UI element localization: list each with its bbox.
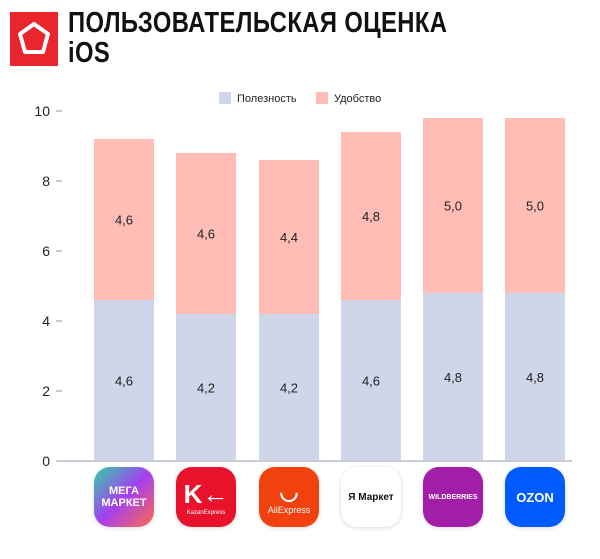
data-label: 4,2: [280, 381, 298, 396]
data-label: 4,8: [526, 370, 544, 385]
legend-swatch-polesnost: [219, 92, 231, 104]
store-logo-kazanexpress: K← KazanExpress: [176, 467, 236, 527]
bar-polesnost: [259, 314, 319, 461]
y-tick-label: 2: [42, 383, 50, 399]
store-logo-text: OZON: [516, 489, 554, 505]
data-label: 4,8: [444, 370, 462, 385]
title-line-1: ПОЛЬЗОВАТЕЛЬСКАЯ ОЦЕНКА: [68, 7, 448, 39]
y-tick-label: 4: [42, 313, 50, 329]
chart-title: ПОЛЬЗОВАТЕЛЬСКАЯ ОЦЕНКА iOS: [68, 8, 447, 68]
y-tick-mark: [56, 180, 62, 182]
title-line-2: iOS: [68, 37, 111, 69]
y-tick-label: 6: [42, 243, 50, 259]
legend-label-udobstvo: Удобство: [334, 93, 381, 105]
store-logo-subtext: МАРКЕТ: [101, 497, 147, 509]
data-label: 5,0: [526, 199, 544, 214]
data-label: 4,8: [362, 209, 380, 224]
bar-polesnost: [176, 314, 236, 461]
store-logo-text: WILDBERRIES: [428, 493, 478, 501]
store-logo-яндекс-маркет: Я Маркет: [341, 467, 401, 527]
bar-polesnost: [505, 293, 565, 461]
y-tick-mark: [56, 460, 62, 462]
bar-polesnost: [94, 300, 154, 461]
y-tick-mark: [56, 320, 62, 322]
bar-polesnost: [423, 293, 483, 461]
y-tick-mark: [56, 390, 62, 392]
bar-udobstvo: [94, 139, 154, 300]
data-label: 4,2: [197, 381, 215, 396]
bar-polesnost: [341, 300, 401, 461]
data-label: 4,6: [115, 213, 133, 228]
store-logo-subtext: KazanExpress: [186, 509, 226, 516]
data-label: 4,6: [362, 374, 380, 389]
y-tick-label: 8: [42, 173, 50, 189]
store-logo-ozon: OZON: [505, 467, 565, 527]
y-tick-mark: [56, 250, 62, 252]
y-tick-mark: [56, 110, 62, 112]
bar-udobstvo: [176, 153, 236, 314]
bar-udobstvo: [505, 118, 565, 293]
y-tick-label: 10: [34, 103, 50, 119]
store-logo-text: Я Маркет: [348, 491, 394, 503]
store-logo-text: МЕГА: [109, 485, 139, 497]
data-label: 5,0: [444, 199, 462, 214]
data-label: 4,4: [280, 230, 298, 245]
legend-swatch-udobstvo: [316, 92, 328, 104]
store-logo-мегамаркет: МЕГА МАРКЕТ: [94, 467, 154, 527]
data-label: 4,6: [197, 227, 215, 242]
legend: Полезность Удобство: [219, 92, 381, 105]
store-logo-text: ◡: [279, 479, 299, 504]
brand-logo: [10, 12, 58, 66]
store-logo-wildberries: WILDBERRIES: [423, 467, 483, 527]
y-tick-label: 0: [42, 453, 50, 469]
bar-udobstvo: [423, 118, 483, 293]
store-logo-aliexpress: ◡ AliExpress: [259, 467, 319, 527]
bar-udobstvo: [341, 132, 401, 300]
store-logo-subtext: AliExpress: [267, 505, 311, 515]
legend-label-polesnost: Полезность: [237, 93, 297, 105]
data-label: 4,6: [115, 374, 133, 389]
bar-udobstvo: [259, 160, 319, 314]
store-logo-text: K←: [183, 478, 229, 509]
